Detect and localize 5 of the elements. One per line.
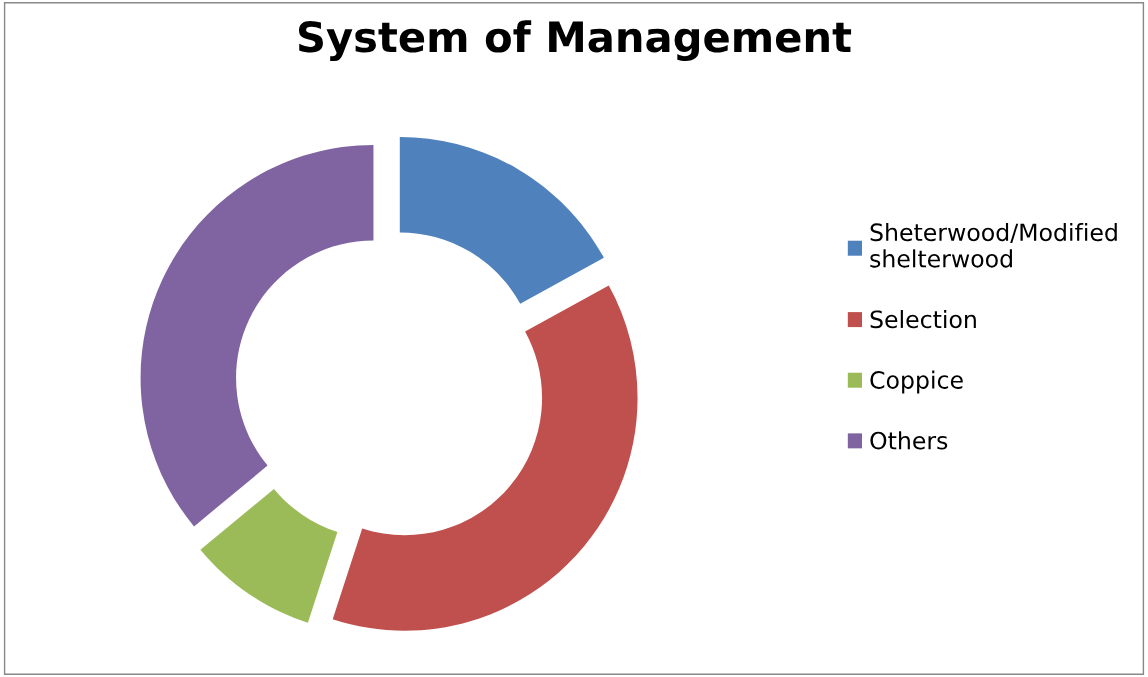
legend-label: Coppice: [870, 370, 963, 394]
chart-title: System of Management: [298, 20, 852, 61]
legend-label: Sheterwood/Modified shelterwood: [870, 222, 1117, 268]
legend-label: Selection: [870, 309, 976, 329]
legend-label: Others: [870, 431, 948, 450]
